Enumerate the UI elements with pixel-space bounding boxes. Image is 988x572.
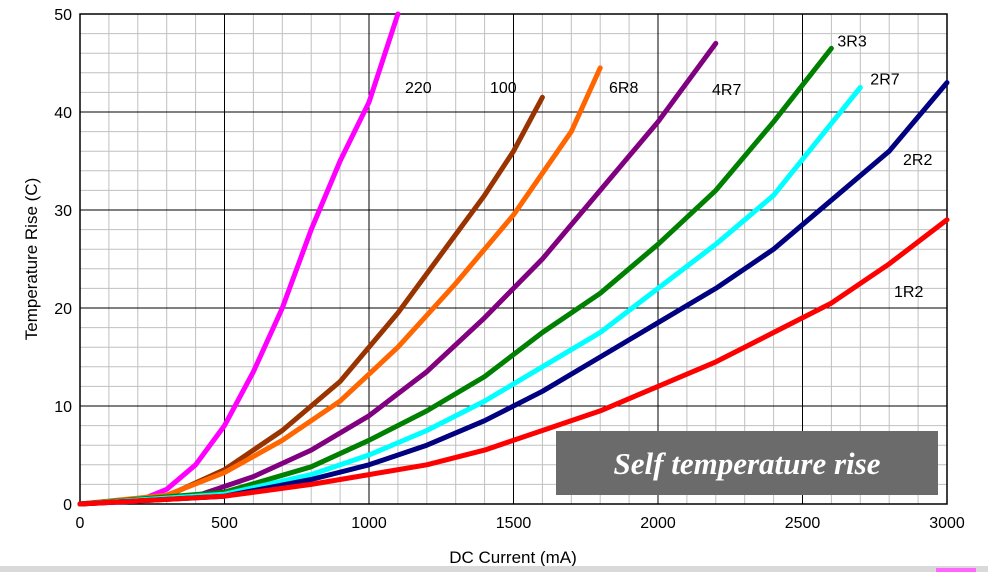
x-axis-label: DC Current (mA) xyxy=(449,548,577,567)
y-tick-label: 0 xyxy=(63,497,72,514)
series-line-2r2 xyxy=(77,80,950,507)
series-line-6r8 xyxy=(77,65,603,507)
x-tick-label: 1500 xyxy=(496,515,532,532)
bottom-strip xyxy=(0,566,988,572)
series-line-220 xyxy=(77,11,401,507)
x-tick-label: 2000 xyxy=(640,515,676,532)
series-label-1r2: 1R2 xyxy=(894,284,923,301)
y-axis-label: Temperature Rise (C) xyxy=(22,178,41,341)
series-label-100: 100 xyxy=(490,80,517,97)
y-tick-label: 10 xyxy=(54,399,72,416)
series-label-3r3: 3R3 xyxy=(837,33,866,50)
x-tick-label: 0 xyxy=(76,515,85,532)
y-tick-labels: 0 10 20 30 40 50 xyxy=(54,7,72,514)
y-tick-label: 20 xyxy=(54,301,72,318)
series-label-2r2: 2R2 xyxy=(903,152,932,169)
bottom-pink-mark xyxy=(936,568,976,572)
x-tick-label: 3000 xyxy=(929,515,965,532)
x-tick-labels: 0 500 1000 1500 2000 2500 3000 xyxy=(76,515,965,532)
y-tick-label: 40 xyxy=(54,105,72,122)
x-tick-label: 2500 xyxy=(785,515,821,532)
series-line-4r7 xyxy=(77,40,719,507)
y-tick-label: 50 xyxy=(54,7,72,24)
series-label-2r7: 2R7 xyxy=(870,72,899,89)
x-tick-label: 500 xyxy=(211,515,238,532)
series-label-220: 220 xyxy=(405,80,432,97)
series-line-1r2 xyxy=(77,217,950,507)
self-temperature-rise-badge: Self temperature rise xyxy=(556,431,938,495)
series-label-6r8: 6R8 xyxy=(609,80,638,97)
series-labels: 220 100 6R8 4R7 3R3 2R7 2R2 1R2 xyxy=(405,33,932,301)
plot-frame xyxy=(79,13,948,505)
series-line-3r3 xyxy=(77,45,834,507)
y-tick-label: 30 xyxy=(54,203,72,220)
x-tick-label: 1000 xyxy=(351,515,387,532)
series-lines xyxy=(77,11,950,507)
series-line-2r7 xyxy=(77,85,863,507)
badge-text: Self temperature rise xyxy=(614,446,881,481)
series-label-4r7: 4R7 xyxy=(712,82,741,99)
